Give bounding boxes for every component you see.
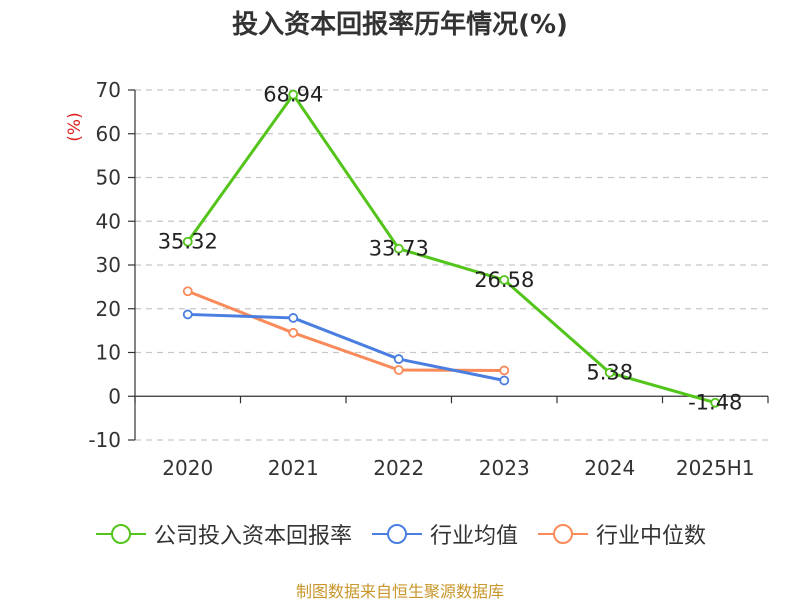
data-point	[393, 354, 404, 364]
y-tick-label: -10	[88, 428, 121, 452]
legend-item-industry-median[interactable]: 行业中位数	[536, 518, 706, 550]
y-tick-label: 40	[96, 209, 121, 233]
y-tick-label: 10	[96, 341, 121, 365]
legend: 公司投入资本回报率 行业均值 行业中位数	[0, 518, 800, 550]
x-tick-label: 2020	[162, 456, 213, 480]
x-tick-label: 2024	[584, 456, 635, 480]
data-point	[288, 327, 299, 338]
series-line-1	[187, 312, 505, 382]
y-tick-label: 0	[108, 384, 121, 408]
x-tick-label: 2025H1	[676, 456, 755, 480]
series-line-2	[187, 289, 505, 372]
y-axis-unit-label: (%)	[65, 112, 85, 141]
data-point	[710, 397, 721, 408]
x-tick-label: 2022	[373, 456, 424, 480]
data-point	[499, 365, 510, 376]
data-labels: 35.32 68.94 33.73 26.58 5.38 -1.48	[158, 83, 743, 415]
data-label: 33.73	[369, 237, 429, 261]
data-label: 35.32	[158, 230, 218, 254]
series-lines	[182, 89, 721, 408]
y-tick-label: 20	[96, 297, 121, 321]
x-axis: 2020 2021 2022 2023 2024 2025H1	[134, 395, 769, 480]
legend-item-company[interactable]: 公司投入资本回报率	[94, 518, 352, 550]
legend-label-industry-median: 行业中位数	[596, 524, 707, 549]
y-tick-label: 50	[96, 166, 121, 190]
legend-swatch-industry-median-icon	[538, 524, 588, 544]
data-point	[182, 236, 193, 247]
data-label: 5.38	[586, 361, 633, 385]
data-point	[393, 243, 404, 254]
legend-swatch-industry-avg-icon	[371, 524, 422, 544]
x-tick-label: 2021	[268, 456, 319, 480]
x-tick-label: 2023	[479, 456, 530, 480]
data-point	[499, 375, 510, 386]
data-label: 68.94	[263, 83, 323, 107]
data-point	[182, 309, 193, 320]
legend-item-industry-avg[interactable]: 行业均值	[370, 518, 518, 550]
series-line-0	[186, 93, 716, 405]
data-label: -1.48	[688, 391, 742, 415]
y-tick-label: 70	[96, 78, 121, 102]
y-tick-label: 60	[96, 122, 121, 146]
data-point	[288, 89, 299, 100]
legend-label-industry-avg: 行业均值	[429, 524, 518, 549]
source-note: 制图数据来自恒生聚源数据库	[295, 582, 504, 601]
legend-swatch-company-icon	[95, 524, 146, 544]
data-point	[182, 286, 193, 297]
y-tick-label: 30	[96, 253, 121, 277]
y-axis: -10 0 10 20 30 40 50 60 70	[88, 78, 136, 452]
data-point	[604, 367, 615, 378]
data-point	[393, 365, 404, 375]
data-point	[499, 275, 510, 285]
legend-label-company: 公司投入资本回报率	[153, 524, 352, 549]
data-point	[288, 313, 299, 323]
chart-title: 投入资本回报率历年情况(%)	[232, 10, 568, 40]
data-label: 26.58	[474, 268, 534, 292]
